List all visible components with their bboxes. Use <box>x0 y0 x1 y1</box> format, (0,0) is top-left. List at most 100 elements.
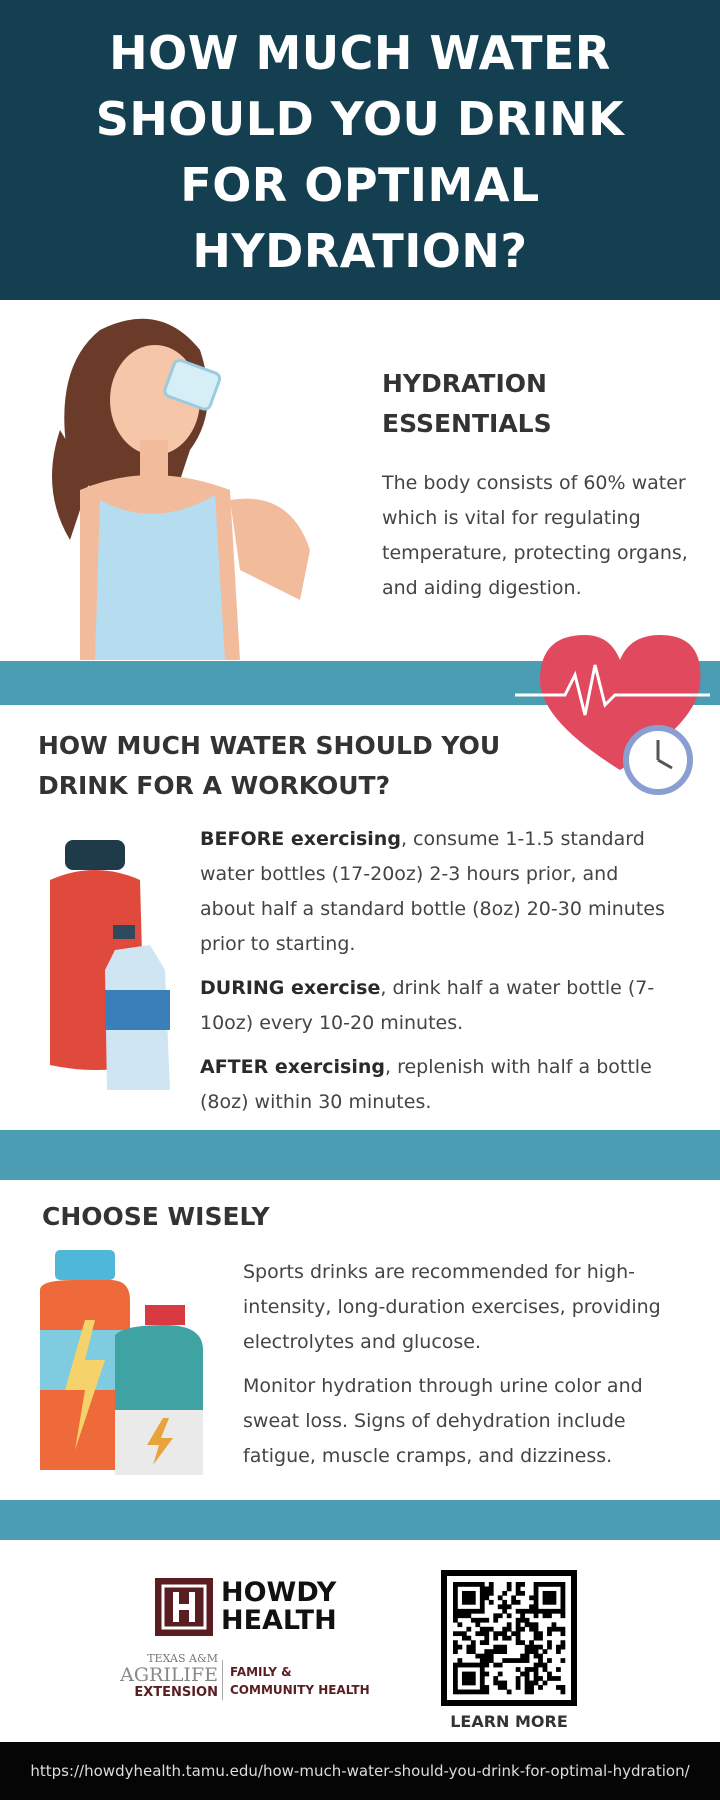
qr-module <box>466 1613 472 1619</box>
qr-module <box>466 1671 472 1677</box>
qr-module <box>453 1590 458 1596</box>
qr-module <box>470 1689 476 1695</box>
qr-module <box>457 1622 463 1628</box>
qr-module <box>479 1626 485 1632</box>
qr-module <box>475 1582 481 1587</box>
qr-module <box>556 1667 561 1672</box>
qr-module <box>538 1582 543 1587</box>
qr-module <box>560 1595 566 1601</box>
qr-module <box>470 1590 476 1596</box>
divider-band <box>0 1500 720 1540</box>
qr-module <box>488 1599 494 1605</box>
qr-module <box>466 1582 472 1587</box>
qr-module <box>493 1680 499 1686</box>
qr-module <box>475 1662 481 1668</box>
qr-module <box>484 1586 490 1592</box>
divider-band <box>0 1130 720 1180</box>
woman-drinking-illustration <box>52 318 310 660</box>
qr-module <box>479 1599 485 1605</box>
howdy-health-logo: HOWDY HEALTH <box>155 1578 337 1636</box>
qr-module <box>453 1671 458 1677</box>
qr-module <box>497 1685 503 1690</box>
qr-module <box>515 1590 521 1596</box>
qr-module <box>461 1608 467 1614</box>
source-url[interactable]: https://howdyhealth.tamu.edu/how-much-wa… <box>30 1762 690 1780</box>
department-name: FAMILY & COMMUNITY HEALTH <box>230 1665 370 1697</box>
qr-module <box>560 1613 566 1619</box>
qr-module <box>479 1689 485 1695</box>
qr-module <box>484 1689 490 1695</box>
qr-module <box>533 1604 539 1610</box>
qr-module <box>461 1582 467 1587</box>
qr-module <box>533 1622 539 1628</box>
qr-module <box>506 1604 512 1610</box>
qr-module <box>547 1626 552 1632</box>
qr-module <box>533 1644 539 1650</box>
qr-module <box>506 1622 512 1628</box>
qr-module <box>551 1626 557 1632</box>
qr-module <box>529 1622 534 1628</box>
qr-module <box>493 1617 499 1623</box>
qr-module <box>506 1586 512 1592</box>
qr-module <box>515 1608 521 1614</box>
qr-module <box>520 1658 525 1663</box>
qr-module <box>466 1635 472 1641</box>
qr-module <box>538 1635 543 1641</box>
choose-heading: CHOOSE WISELY <box>42 1202 270 1231</box>
qr-module <box>515 1622 521 1628</box>
qr-module <box>453 1644 458 1650</box>
qr-module <box>502 1631 508 1637</box>
essentials-heading: HYDRATION ESSENTIALS <box>382 369 552 438</box>
qr-module <box>533 1653 539 1659</box>
qr-module <box>542 1649 548 1654</box>
qr-module <box>502 1604 508 1610</box>
learn-more-label[interactable]: LEARN MORE <box>450 1712 568 1731</box>
qr-module <box>484 1631 490 1637</box>
qr-module <box>466 1680 472 1686</box>
qr-module <box>556 1626 561 1632</box>
qr-module <box>479 1582 485 1587</box>
qr-module <box>524 1608 530 1614</box>
qr-module <box>479 1595 485 1601</box>
qr-module <box>538 1662 543 1668</box>
qr-module <box>542 1680 548 1686</box>
qr-module <box>560 1689 566 1695</box>
qr-module <box>560 1608 566 1614</box>
qr-module <box>466 1662 472 1668</box>
qr-module <box>515 1617 521 1623</box>
qr-module <box>453 1685 458 1690</box>
qr-module <box>524 1689 530 1695</box>
qr-module <box>484 1635 490 1641</box>
qr-module <box>533 1626 539 1632</box>
qr-module <box>466 1595 472 1601</box>
qr-module <box>461 1599 467 1605</box>
qr-module <box>551 1582 557 1587</box>
qr-module <box>475 1689 481 1695</box>
before-guideline: BEFORE exercising, consume 1-1.5 standar… <box>200 828 665 955</box>
qr-module <box>529 1680 534 1686</box>
qr-module <box>488 1649 494 1654</box>
qr-module <box>470 1617 476 1623</box>
qr-module <box>479 1662 485 1668</box>
qr-module <box>493 1635 499 1641</box>
qr-code[interactable] <box>441 1570 577 1706</box>
qr-module <box>461 1590 467 1596</box>
qr-module <box>538 1685 543 1690</box>
qr-module <box>524 1658 530 1663</box>
qr-module <box>529 1604 534 1610</box>
qr-module <box>470 1671 476 1677</box>
qr-module <box>466 1649 472 1654</box>
qr-module <box>533 1586 539 1592</box>
qr-module <box>529 1685 534 1690</box>
qr-module <box>479 1604 485 1610</box>
qr-module <box>461 1689 467 1695</box>
logo-divider <box>222 1660 223 1700</box>
qr-module <box>520 1582 525 1587</box>
qr-module <box>515 1658 521 1663</box>
qr-module <box>529 1626 534 1632</box>
qr-module <box>453 1613 458 1619</box>
qr-module <box>515 1635 521 1641</box>
qr-module <box>457 1631 463 1637</box>
qr-module <box>542 1608 548 1614</box>
qr-module <box>533 1649 539 1654</box>
